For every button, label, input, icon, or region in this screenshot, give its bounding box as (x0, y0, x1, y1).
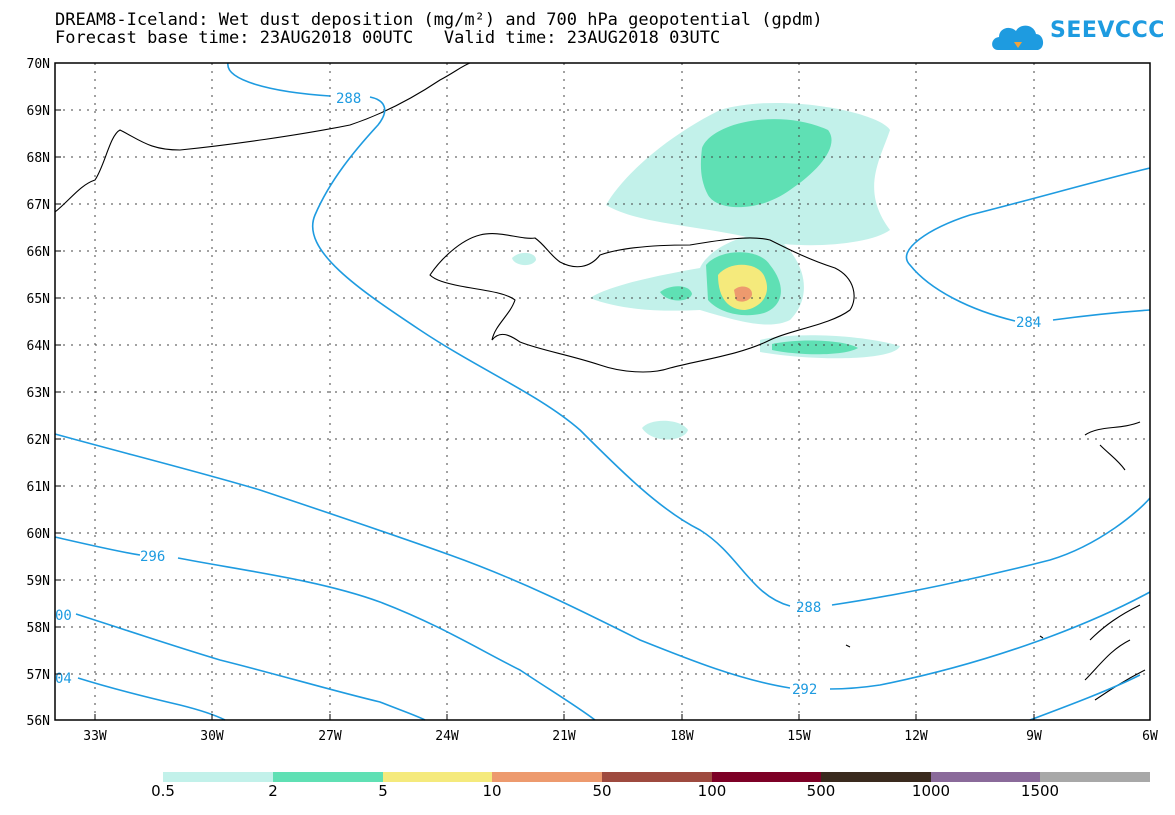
graticule (55, 63, 1150, 720)
dust-area-east-core (772, 340, 858, 355)
contour-label-300: 00 (55, 608, 72, 624)
dust-area-nw (512, 252, 536, 266)
small-islands (845, 635, 1044, 648)
colorbar-swatch (273, 772, 383, 782)
lon-label: 6W (1142, 729, 1158, 744)
contour-284 (905, 167, 1151, 322)
dust-area-north-core (700, 119, 832, 208)
colorbar-label: 500 (806, 782, 836, 800)
colorbar-swatch (931, 772, 1040, 782)
contour-label-304: 04 (55, 671, 72, 687)
lon-label: 18W (670, 729, 694, 744)
contour-se (1029, 674, 1141, 721)
lon-label: 12W (904, 729, 928, 744)
colorbar-swatch (492, 772, 602, 782)
lat-label: 65N (27, 292, 50, 307)
lon-label: 33W (83, 729, 107, 744)
lat-label: 60N (27, 527, 50, 542)
colorbar-label: 100 (697, 782, 727, 800)
contour-label-288-north: 288 (336, 91, 361, 107)
colorbar-label: 0.5 (151, 782, 175, 800)
lon-label: 27W (318, 729, 342, 744)
colorbar-swatch (712, 772, 821, 782)
lon-label: 15W (787, 729, 811, 744)
lat-label: 66N (27, 245, 50, 260)
contour-300 (75, 613, 426, 721)
coastlines (54, 62, 1146, 701)
lat-label: 68N (27, 151, 50, 166)
colorbar-swatch (821, 772, 931, 782)
contour-288-south (831, 497, 1151, 606)
colorbar-label: 1000 (911, 782, 951, 800)
dust-shading (512, 102, 900, 440)
dust-area-west-1 (660, 286, 692, 301)
lat-label: 70N (27, 57, 50, 72)
greenland-coast (54, 62, 471, 213)
contour-292 (54, 433, 1151, 690)
lon-label: 30W (200, 729, 224, 744)
chart-subtitle: Forecast base time: 23AUG2018 00UTC Vali… (55, 28, 721, 48)
contour-label-288-south: 288 (796, 600, 821, 616)
colorbar-swatch (383, 772, 492, 782)
contour-label-296: 296 (140, 549, 165, 565)
cloud-icon (992, 25, 1044, 50)
lat-label: 64N (27, 339, 50, 354)
contour-288-north (227, 62, 791, 607)
scotland-coast (1084, 421, 1146, 701)
lat-label: 61N (27, 480, 50, 495)
lat-label: 69N (27, 104, 50, 119)
lat-label: 56N (27, 714, 50, 729)
colorbar-label: 10 (482, 782, 502, 800)
dust-area-central-4 (734, 286, 752, 302)
colorbar-label: 50 (592, 782, 612, 800)
lat-label: 57N (27, 668, 50, 683)
lon-label: 9W (1026, 729, 1042, 744)
contour-label-284: 284 (1016, 315, 1041, 331)
colorbar-swatch (163, 772, 273, 782)
logo-text: SEEVCCC (1050, 18, 1165, 43)
lon-label: 24W (435, 729, 459, 744)
dust-area-south (642, 420, 688, 440)
lat-label: 67N (27, 198, 50, 213)
contour-304 (77, 677, 226, 721)
iceland-coast (429, 233, 855, 373)
contour-label-292: 292 (792, 682, 817, 698)
geopotential-contours (54, 62, 1151, 721)
colorbar-swatch (1040, 772, 1150, 782)
chart-title: DREAM8-Iceland: Wet dust deposition (mg/… (55, 10, 823, 30)
colorbar-label: 1500 (1020, 782, 1060, 800)
lat-label: 62N (27, 433, 50, 448)
colorbar-label: 5 (378, 782, 388, 800)
lat-label: 63N (27, 386, 50, 401)
lat-label: 58N (27, 621, 50, 636)
lat-label: 59N (27, 574, 50, 589)
colorbar-swatch (602, 772, 712, 782)
colorbar-label: 2 (268, 782, 278, 800)
contour-296 (54, 536, 596, 721)
lon-label: 21W (552, 729, 576, 744)
